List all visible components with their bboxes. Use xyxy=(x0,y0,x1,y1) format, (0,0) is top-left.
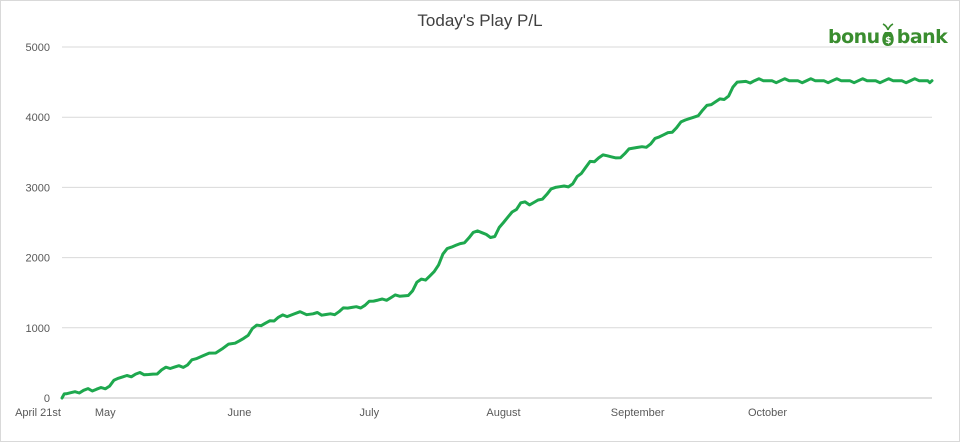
y-tick-label: 2000 xyxy=(26,253,50,265)
logo-suffix: bank xyxy=(896,26,948,48)
y-tick-label: 4000 xyxy=(26,112,50,124)
bonusbank-logo: bonu $ bank xyxy=(828,4,954,48)
money-bag-icon: $ xyxy=(882,23,894,46)
logo-prefix: bonu xyxy=(828,26,880,48)
y-tick-label: 5000 xyxy=(26,42,50,54)
x-tick-label: September xyxy=(611,407,665,419)
x-tick-label: August xyxy=(486,407,520,419)
y-axis-ticks: 0 1000 2000 3000 4000 5000 xyxy=(26,42,50,405)
chart-title: Today's Play P/L xyxy=(417,11,543,30)
x-tick-label: July xyxy=(360,407,380,419)
series-group xyxy=(60,77,934,400)
x-tick-label: May xyxy=(95,407,116,419)
logo-wordmark: bonu $ bank xyxy=(828,22,948,48)
x-tick-label: June xyxy=(228,407,252,419)
x-tick-label: October xyxy=(748,407,787,419)
y-tick-label: 0 xyxy=(44,393,50,405)
x-axis-ticks: April 21st May June July August September Octo… xyxy=(15,407,787,419)
gridlines xyxy=(62,46,932,399)
svg-text:$: $ xyxy=(885,36,891,46)
y-tick-label: 1000 xyxy=(26,323,50,335)
x-tick-label: April 21st xyxy=(15,407,61,419)
series-line xyxy=(60,77,934,400)
y-tick-label: 3000 xyxy=(26,182,50,194)
